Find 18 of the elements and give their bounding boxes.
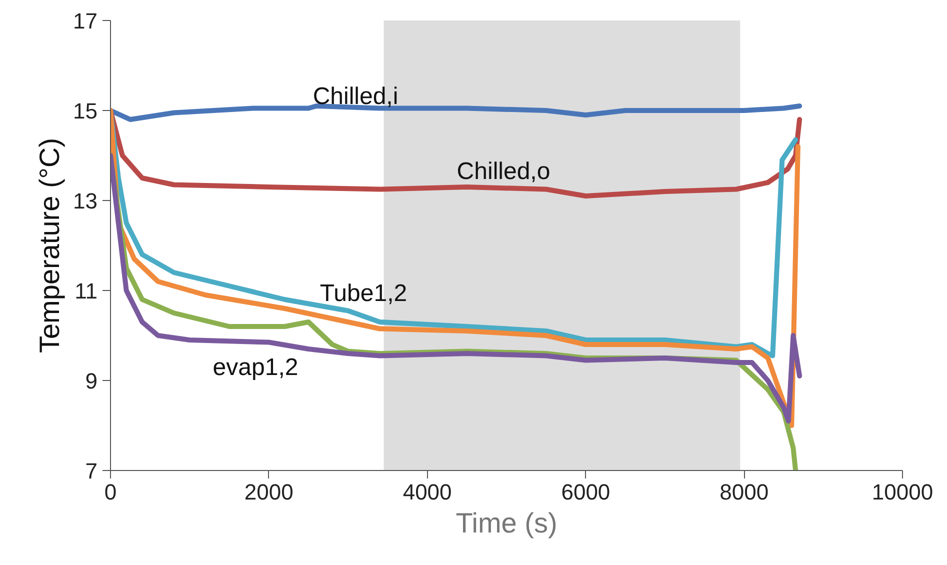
annotation: evap1,2 <box>212 354 298 381</box>
annotation: Tube1,2 <box>320 280 408 307</box>
x-tick-label: 2000 <box>244 480 294 504</box>
x-tick-label: 6000 <box>561 480 610 504</box>
annotation: Chilled,o <box>456 158 550 185</box>
y-tick-label: 15 <box>73 98 98 124</box>
y-axis-title: Temperature (°C) <box>34 138 66 354</box>
y-tick-label: 17 <box>73 8 98 34</box>
y-tick-label: 7 <box>85 458 98 484</box>
y-tick-label: 13 <box>73 188 98 214</box>
y-tick-label: 11 <box>74 278 98 304</box>
x-tick-label: 10000 <box>872 480 934 504</box>
x-tick-label: 8000 <box>720 480 769 504</box>
y-tick-label: 9 <box>85 368 98 394</box>
x-axis-title: Time (s) <box>456 508 558 538</box>
annotation: Chilled,i <box>312 83 398 110</box>
x-tick-label: 0 <box>104 480 117 504</box>
x-tick-label: 4000 <box>402 480 452 504</box>
